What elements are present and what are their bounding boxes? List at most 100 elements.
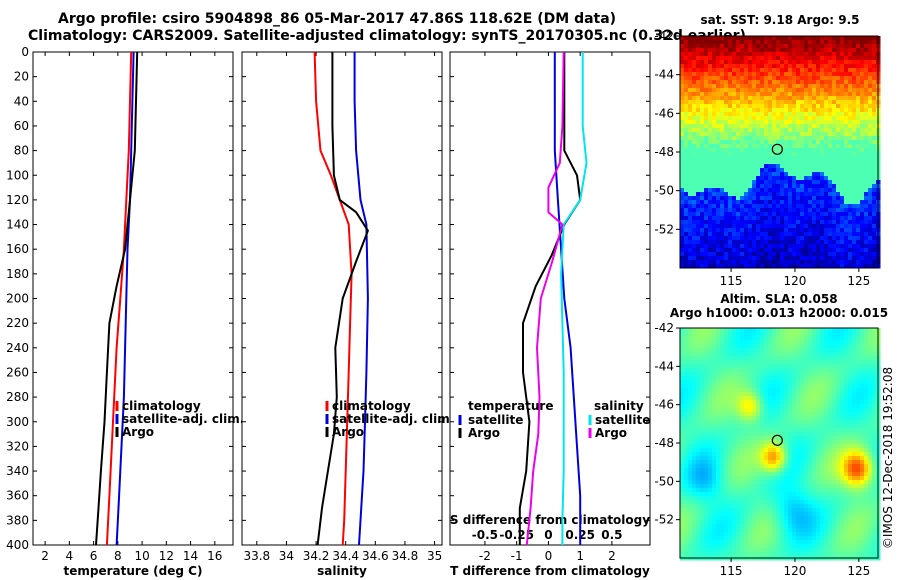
map-x-tick-label: 115 bbox=[720, 274, 743, 288]
x-tick-label: 2 bbox=[608, 549, 616, 563]
map-x-tick-label: 125 bbox=[847, 564, 870, 578]
map-y-tick-label: -48 bbox=[654, 145, 674, 159]
series-line-satellite-adj-clim- bbox=[115, 51, 135, 546]
map-y-tick-label: -48 bbox=[654, 436, 674, 450]
x-tick-label: -2 bbox=[479, 549, 491, 563]
y-tick-label: 140 bbox=[6, 218, 29, 232]
map-x-tick-label: 125 bbox=[847, 274, 870, 288]
map-x-tick-label: 120 bbox=[784, 564, 807, 578]
profile-panel-salinity: 33.8 34 34.2 34.4 34.6 34.8 35 salinity climatol… bbox=[241, 51, 454, 578]
x-tick-label: 33.8 bbox=[243, 549, 270, 563]
x-axis-title: temperature (deg C) bbox=[64, 564, 203, 578]
legend-label: Argo bbox=[595, 426, 627, 440]
x-tick-label: 34 bbox=[279, 549, 294, 563]
series-line-temperature-satellite bbox=[553, 52, 582, 545]
map-y-tick-label: -42 bbox=[654, 29, 674, 43]
y-tick-label: 260 bbox=[6, 365, 29, 379]
x-tick-label: 16 bbox=[207, 549, 222, 563]
x-axis-title: salinity bbox=[317, 564, 367, 578]
series-line-salinity-argo bbox=[525, 51, 565, 546]
map-y-tick-label: -46 bbox=[654, 106, 674, 120]
argo-position-marker bbox=[771, 143, 783, 155]
y-tick-label: 120 bbox=[6, 193, 29, 207]
plot-title-line2: Climatology: CARS2009. Satellite-adjuste… bbox=[28, 28, 746, 44]
x-tick-label: 35 bbox=[427, 549, 442, 563]
series-line-salinity-satellite bbox=[560, 52, 588, 545]
map-y-tick-label: -46 bbox=[654, 398, 674, 412]
legend-label: satellite bbox=[595, 413, 650, 427]
x-tick-label: 34.2 bbox=[303, 549, 330, 563]
x-tick-label: 34.4 bbox=[332, 549, 359, 563]
map-x-tick-label: 115 bbox=[720, 564, 743, 578]
legend-label: satellite bbox=[468, 413, 523, 427]
legend-label: Argo bbox=[332, 425, 364, 439]
x-tick-label: 12 bbox=[159, 549, 174, 563]
map-x-tick-label: 120 bbox=[784, 274, 807, 288]
y-tick-label: 360 bbox=[6, 489, 29, 503]
x-tick-label: 14 bbox=[183, 549, 198, 563]
y-tick-label: 280 bbox=[6, 390, 29, 404]
sla-map-title-1: Altim. SLA: 0.058 bbox=[720, 292, 837, 306]
x-tick-label: 2 bbox=[41, 549, 49, 563]
legend-label: climatology bbox=[332, 399, 411, 413]
map-y-tick-label: -52 bbox=[654, 513, 674, 527]
sst-map: -42 -44 -46 -48 -50 -52 115 120 125 bbox=[654, 29, 881, 288]
y-tick-label: 80 bbox=[14, 144, 29, 158]
sst-map-title: sat. SST: 9.18 Argo: 9.5 bbox=[700, 13, 859, 27]
y-tick-label: 0 bbox=[21, 45, 29, 59]
y-tick-label: 240 bbox=[6, 341, 29, 355]
legend-header-salinity: salinity bbox=[594, 399, 644, 413]
x2-tick-label: 0.5 bbox=[601, 528, 622, 542]
legend-label: satellite-adj. clim. bbox=[332, 412, 454, 426]
x-tick-label: 8 bbox=[114, 549, 122, 563]
plot-title-line1: Argo profile: csiro 5904898_86 05-Mar-20… bbox=[58, 11, 617, 27]
argo-position-marker bbox=[771, 434, 783, 446]
y-tick-label: 160 bbox=[6, 242, 29, 256]
x-tick-label: 1 bbox=[576, 549, 584, 563]
legend-label: climatology bbox=[122, 399, 201, 413]
y-tick-label: 400 bbox=[6, 538, 29, 552]
sla-map-title-2: Argo h1000: 0.013 h2000: 0.015 bbox=[670, 306, 888, 320]
x-tick-label: 10 bbox=[134, 549, 149, 563]
sla-map: -42 -44 -46 -48 -50 -52 115 120 125 bbox=[654, 321, 881, 578]
x-tick-label: 4 bbox=[66, 549, 74, 563]
x-tick-label: 34.8 bbox=[392, 549, 419, 563]
x2-tick-label: 0 bbox=[544, 528, 552, 542]
x2-axis-title: S difference from climatology bbox=[450, 513, 650, 527]
y-tick-label: 220 bbox=[6, 316, 29, 330]
x-tick-label: 0 bbox=[545, 549, 553, 563]
y-tick-label: 40 bbox=[14, 94, 29, 108]
y-tick-label: 60 bbox=[14, 119, 29, 133]
x-tick-label: 6 bbox=[90, 549, 98, 563]
x-tick-label: 34.6 bbox=[362, 549, 389, 563]
x2-tick-label: -0.25 bbox=[499, 528, 534, 542]
profile-panel-differences: -2 -1 0 1 2T difference from climatology -0.5… bbox=[449, 51, 651, 578]
x2-tick-label: -0.5 bbox=[472, 528, 498, 542]
credit-text: ©IMOS 12-Dec-2018 19:52:08 bbox=[881, 367, 895, 549]
panel-frame bbox=[449, 51, 651, 546]
map-y-tick-label: -50 bbox=[654, 474, 674, 488]
map-y-tick-label: -52 bbox=[654, 222, 674, 236]
y-tick-label: 340 bbox=[6, 464, 29, 478]
map-y-tick-label: -44 bbox=[654, 68, 674, 82]
legend-header-temperature: temperature bbox=[468, 399, 553, 413]
series-line-temperature-argo bbox=[518, 52, 582, 545]
legend-label: Argo bbox=[122, 425, 154, 439]
y-tick-label: 320 bbox=[6, 439, 29, 453]
panel-frame bbox=[32, 51, 234, 546]
series-line-argo bbox=[95, 51, 139, 546]
legend-label: Argo bbox=[468, 426, 500, 440]
series-line-argo bbox=[316, 52, 369, 546]
x-tick-label: -1 bbox=[511, 549, 523, 563]
y-tick-label: 100 bbox=[6, 168, 29, 182]
y-tick-label: 180 bbox=[6, 267, 29, 281]
x-axis-title: T difference from climatology bbox=[450, 564, 650, 578]
series-line-satellite-adj-clim- bbox=[353, 52, 369, 546]
profile-panel-temperature: 0 20 40 60 80 100 120 140 160 180 200 220 240 260 280 3… bbox=[6, 45, 244, 578]
y-tick-label: 20 bbox=[14, 70, 29, 84]
map-y-tick-label: -50 bbox=[654, 184, 674, 198]
legend-label: satellite-adj. clim. bbox=[122, 412, 244, 426]
y-tick-label: 200 bbox=[6, 292, 29, 306]
map-y-tick-label: -42 bbox=[654, 321, 674, 335]
